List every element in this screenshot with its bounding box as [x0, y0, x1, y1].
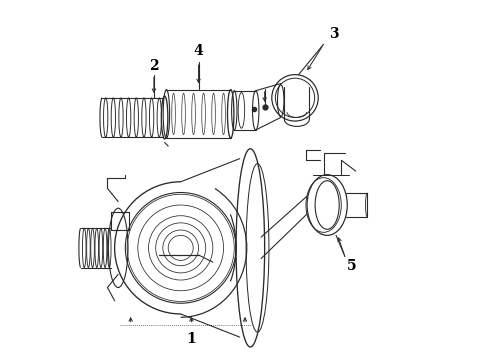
Text: 2: 2 — [149, 59, 159, 73]
Text: 1: 1 — [187, 332, 196, 346]
Text: 3: 3 — [329, 27, 339, 41]
Text: 5: 5 — [347, 259, 357, 273]
Text: 4: 4 — [194, 44, 203, 58]
